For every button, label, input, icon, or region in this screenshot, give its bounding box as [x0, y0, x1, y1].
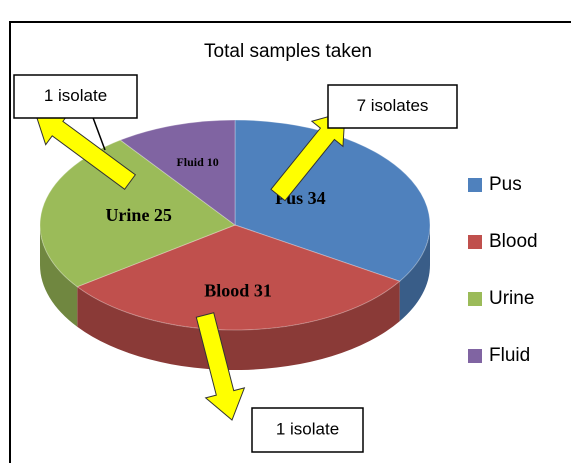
pointer: [91, 114, 106, 151]
annotation: 1 isolate: [276, 419, 339, 438]
pie-slice: [234, 119, 431, 282]
legend-label: Blood: [489, 231, 538, 252]
arrow: [34, 111, 137, 190]
annotation-box: [13, 74, 138, 119]
legend-swatch: [468, 178, 482, 192]
annotation: 7 isolates: [357, 96, 429, 115]
annotation: 1 isolate: [44, 86, 107, 105]
data-label: Blood 31: [204, 281, 272, 301]
pie-slice: [119, 119, 236, 226]
data-label: Fluid 10: [176, 155, 218, 169]
annotation-box: [327, 84, 458, 129]
annotation-box: [251, 407, 364, 453]
data-label: Urine 25: [105, 205, 172, 225]
legend-label: Pus: [489, 174, 522, 195]
arrow: [195, 312, 246, 421]
pie-side: [77, 281, 400, 370]
chart-title: Total samples taken: [204, 41, 372, 62]
legend-label: Urine: [489, 288, 534, 309]
pie-side: [40, 225, 78, 327]
pie-side: [399, 225, 430, 322]
annotations: 1 isolate 7 isolates 1 isolate: [13, 74, 458, 453]
pie-slice: [76, 224, 401, 331]
legend-swatch: [468, 235, 482, 249]
legend-swatch: [468, 349, 482, 363]
legend-swatch: [468, 292, 482, 306]
legend-label: Fluid: [489, 345, 530, 366]
